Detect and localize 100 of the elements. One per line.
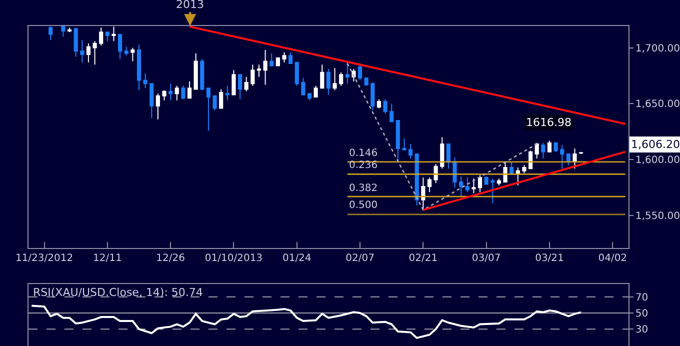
candlestick xyxy=(534,142,539,160)
series-label: 0.500 xyxy=(349,200,378,211)
candlestick xyxy=(427,177,432,193)
y-tick-label: 30 xyxy=(635,324,648,336)
candlestick xyxy=(136,44,142,91)
candlestick xyxy=(383,98,388,114)
candlestick xyxy=(74,27,78,58)
candlestick xyxy=(187,80,192,99)
candlestick xyxy=(320,64,324,89)
candlestick xyxy=(408,143,413,160)
candlestick xyxy=(61,26,66,38)
candlestick xyxy=(232,70,236,96)
y-tick-label: 1,600.00 xyxy=(635,155,680,166)
candlestick xyxy=(282,52,286,63)
candlestick xyxy=(92,40,97,66)
candlestick xyxy=(105,32,110,42)
x-tick-label: 04/02 xyxy=(598,253,628,264)
x-tick-label: 02/07 xyxy=(346,253,374,264)
candlestick xyxy=(80,39,84,63)
y-tick-label: 1,550.00 xyxy=(635,211,680,222)
x-tick-label: 01/24 xyxy=(282,253,312,264)
candlestick xyxy=(314,85,318,98)
series-label: 0.236 xyxy=(349,160,378,171)
candlestick xyxy=(225,85,230,101)
candlestick xyxy=(48,26,53,40)
candlestick xyxy=(124,46,128,56)
candlestick xyxy=(560,144,564,170)
candlestick xyxy=(276,57,280,66)
candlestick xyxy=(263,50,268,86)
candlestick xyxy=(339,72,344,86)
chart-title: RSI(XAU/USD.Close, 14): 50.74 xyxy=(33,286,203,299)
x-tick-label: 03/07 xyxy=(472,253,501,264)
x-tick-label: 12/26 xyxy=(156,253,185,264)
y-tick-label: 50 xyxy=(635,308,648,320)
y-tick-label: 1,650.00 xyxy=(635,99,680,110)
x-tick-label: 12/11 xyxy=(93,253,122,264)
candlestick xyxy=(118,34,122,60)
candlestick xyxy=(452,156,457,188)
candlestick xyxy=(434,164,438,184)
y-tick-label: 1,700.00 xyxy=(635,43,680,54)
candlestick xyxy=(244,76,248,92)
candlestick xyxy=(112,26,116,42)
candlestick xyxy=(150,83,154,119)
candlestick xyxy=(67,27,72,33)
candlestick xyxy=(256,64,262,78)
candlestick xyxy=(490,178,495,204)
candlestick xyxy=(376,98,382,109)
candlestick xyxy=(572,148,577,170)
candlestick xyxy=(541,142,546,160)
candlestick xyxy=(370,82,375,111)
candlestick xyxy=(86,42,91,63)
text: 1,606.20 xyxy=(631,138,680,151)
y-tick-label: 70 xyxy=(635,292,648,304)
x-tick-label: 01/10/2013 xyxy=(204,253,263,264)
candlestick xyxy=(345,62,350,84)
candlestick xyxy=(162,90,166,101)
candlestick xyxy=(446,143,450,170)
candlestick xyxy=(396,120,400,162)
candlestick xyxy=(212,95,217,111)
candlestick xyxy=(99,27,104,46)
candlestick xyxy=(174,85,179,101)
candlestick xyxy=(364,78,368,86)
x-tick-label: 02/21 xyxy=(408,253,438,264)
candlestick xyxy=(270,52,274,66)
candlestick xyxy=(200,58,204,91)
candlestick xyxy=(402,138,406,152)
candlestick xyxy=(332,67,337,91)
candlestick xyxy=(522,164,526,174)
candlestick xyxy=(301,78,306,96)
candlestick xyxy=(288,52,293,64)
candlestick xyxy=(194,52,198,90)
candlestick xyxy=(421,177,426,210)
candlestick xyxy=(554,142,558,152)
text: 2013 xyxy=(176,0,204,11)
series-label: 0.146 xyxy=(349,148,378,159)
x-tick-label: 11/23/2012 xyxy=(15,253,74,264)
candlestick xyxy=(516,166,520,186)
candlestick xyxy=(484,176,488,185)
candlestick xyxy=(238,74,242,100)
candlestick xyxy=(390,103,394,122)
candlestick xyxy=(496,178,502,186)
candlestick xyxy=(143,73,148,89)
candlestick xyxy=(206,88,211,132)
candlestick xyxy=(358,65,362,81)
candlestick xyxy=(307,93,312,101)
candlestick xyxy=(156,93,160,120)
candlestick xyxy=(294,62,299,86)
candlestick xyxy=(181,85,186,100)
candlestick xyxy=(250,64,255,86)
candlestick xyxy=(130,47,135,62)
candlestick xyxy=(459,176,464,198)
candlestick xyxy=(579,151,584,155)
line-series xyxy=(30,304,582,339)
x-tick-label: 03/21 xyxy=(535,253,564,264)
candlestick xyxy=(219,88,224,109)
candlestick xyxy=(440,136,444,170)
candlestick xyxy=(465,177,470,193)
candlestick xyxy=(547,140,552,152)
series-label: 0.382 xyxy=(349,183,378,194)
annotation: 1616.98 xyxy=(526,116,572,129)
